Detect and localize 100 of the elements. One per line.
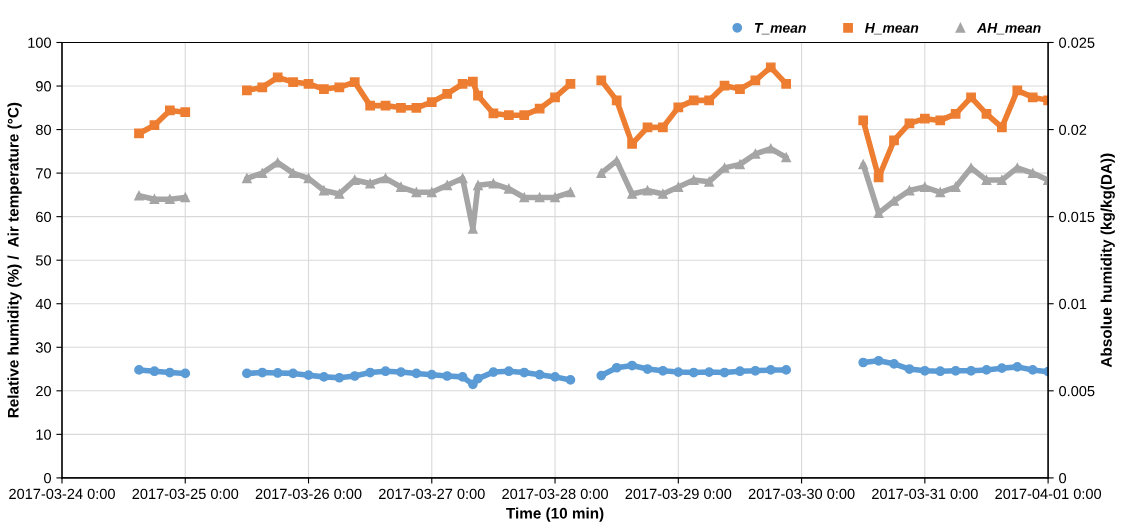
- point: [642, 364, 653, 374]
- point: [442, 371, 453, 381]
- point: [380, 366, 391, 377]
- point: [981, 365, 992, 375]
- point: [319, 185, 329, 196]
- point: [164, 367, 175, 378]
- y-tick-label: 60: [36, 211, 51, 223]
- point: [426, 187, 437, 198]
- point: [334, 372, 345, 383]
- point: [503, 110, 514, 121]
- point: [627, 189, 637, 199]
- point: [919, 182, 930, 192]
- point: [781, 365, 792, 375]
- point: [966, 365, 976, 376]
- point: [473, 373, 483, 384]
- point: [349, 371, 360, 381]
- point: [396, 102, 406, 113]
- legend-label: H_mean: [864, 23, 919, 35]
- point: [935, 366, 946, 377]
- point: [950, 365, 961, 376]
- point: [380, 173, 391, 184]
- point: [642, 185, 653, 196]
- x-axis-title: Time (10 min): [506, 507, 604, 522]
- point: [303, 370, 314, 381]
- point: [858, 159, 869, 170]
- point: [411, 368, 422, 379]
- point: [242, 85, 252, 96]
- point: [288, 77, 298, 87]
- point: [134, 128, 144, 139]
- y2-tick-label: 0: [1059, 473, 1067, 484]
- point: [919, 113, 930, 124]
- y-tick-label: 30: [35, 342, 51, 353]
- point: [242, 368, 252, 379]
- point: [473, 180, 483, 191]
- x-tick-label: 2017-03-28 0:00: [502, 488, 608, 500]
- x-tick-label: 2017-03-24 0:00: [9, 488, 115, 500]
- point: [997, 122, 1007, 133]
- point: [396, 367, 406, 377]
- point: [519, 367, 530, 378]
- point: [503, 366, 514, 377]
- point: [1027, 365, 1038, 375]
- point: [319, 372, 329, 382]
- point: [349, 77, 360, 87]
- point: [750, 365, 761, 376]
- point: [858, 115, 869, 126]
- point: [534, 103, 545, 114]
- point: [534, 369, 545, 380]
- point: [627, 360, 637, 371]
- y-tick-label: 50: [35, 255, 51, 266]
- point: [596, 168, 607, 178]
- point: [396, 182, 406, 192]
- point: [257, 367, 268, 378]
- y2-axis-title: Absolue humidity (kg/kg(DA)): [1100, 153, 1115, 368]
- point: [904, 364, 915, 374]
- point: [1012, 362, 1023, 372]
- point: [457, 372, 468, 382]
- point: [889, 135, 899, 146]
- point: [334, 189, 345, 199]
- y2-tick-label: 0.005: [1059, 385, 1095, 397]
- x-tick-label: 2017-04-01 0:00: [995, 488, 1102, 500]
- point: [534, 192, 545, 203]
- legend-label: AH_mean: [976, 23, 1041, 35]
- point: [735, 84, 745, 94]
- point: [457, 78, 468, 89]
- point: [426, 369, 437, 380]
- point: [781, 152, 792, 163]
- point: [981, 109, 992, 119]
- point: [288, 368, 298, 379]
- point: [1012, 85, 1023, 96]
- point: [997, 363, 1007, 374]
- point: [334, 82, 345, 93]
- point: [719, 367, 730, 378]
- point: [365, 367, 376, 378]
- point: [164, 105, 175, 116]
- y-tick-label: 80: [35, 124, 51, 135]
- point: [149, 366, 160, 377]
- point: [750, 75, 761, 86]
- point: [889, 358, 899, 369]
- point: [488, 178, 499, 189]
- point: [704, 176, 714, 187]
- point: [611, 95, 622, 106]
- point: [658, 365, 668, 376]
- point: [242, 173, 252, 184]
- point: [550, 372, 560, 382]
- point: [611, 362, 622, 373]
- point: [950, 182, 961, 192]
- point: [519, 192, 530, 203]
- point: [935, 115, 946, 126]
- point: [688, 95, 699, 106]
- point: [673, 102, 684, 113]
- point: [688, 175, 699, 185]
- y-tick-label: 0: [44, 473, 51, 484]
- point: [781, 78, 792, 89]
- point: [442, 180, 453, 191]
- point: [303, 78, 314, 89]
- point: [272, 72, 283, 83]
- x-tick-label: 2017-03-27 0:00: [379, 488, 485, 500]
- x-tick-label: 2017-03-25 0:00: [132, 488, 239, 500]
- point: [365, 178, 376, 189]
- x-tick-label: 2017-03-30 0:00: [748, 488, 855, 500]
